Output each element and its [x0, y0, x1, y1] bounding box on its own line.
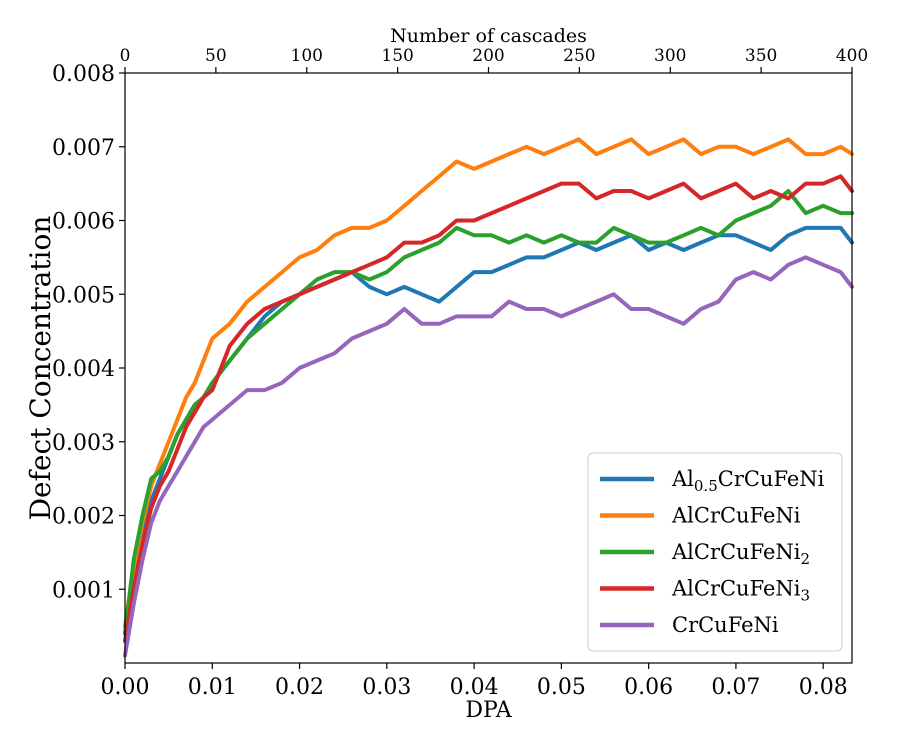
series-line-2 — [123, 189, 854, 636]
legend-box — [587, 452, 843, 652]
ticks-layer: 0.00 0.01 0.02 0.03 0.04 0.05 0.06 0.07 0.08 0.00… — [52, 46, 868, 700]
x-tick-label: 0.00 — [101, 675, 150, 700]
top-x-tick-label: 0 — [120, 46, 131, 66]
legend-label-3: AlCrCuFeNi3 — [671, 577, 810, 605]
y-tick-label: 0.008 — [52, 62, 115, 87]
top-axis-title: Number of cascades — [390, 25, 587, 47]
top-x-tick-label: 150 — [381, 46, 413, 66]
legend-label-0: Al0.5CrCuFeNi — [671, 467, 825, 495]
x-tick-label: 0.03 — [362, 675, 411, 700]
x-axis-title: DPA — [465, 698, 512, 723]
x-tick-label: 0.05 — [537, 675, 586, 700]
y-axis-title: Defect Concentration — [24, 216, 57, 521]
y-tick-label: 0.003 — [52, 431, 115, 456]
x-tick-label: 0.06 — [624, 675, 673, 700]
y-tick-label: 0.006 — [52, 210, 115, 235]
top-x-tick-label: 50 — [205, 46, 227, 66]
legend-label-2: AlCrCuFeNi2 — [671, 540, 810, 568]
series-line-3 — [123, 174, 854, 643]
x-tick-label: 0.01 — [188, 675, 237, 700]
x-tick-label: 0.07 — [711, 675, 760, 700]
top-x-tick-label: 400 — [836, 46, 868, 66]
y-tick-label: 0.001 — [52, 578, 115, 603]
legend-label-4: CrCuFeNi — [672, 613, 779, 637]
top-x-tick-label: 350 — [745, 46, 777, 66]
top-x-tick-label: 200 — [472, 46, 504, 66]
legend: Al0.5CrCuFeNi AlCrCuFeNi AlCrCuFeNi2 AlCrCu… — [587, 452, 843, 652]
y-tick-label: 0.005 — [52, 283, 115, 308]
y-tick-label: 0.002 — [52, 505, 115, 530]
top-x-tick-label: 100 — [291, 46, 323, 66]
legend-label-1: AlCrCuFeNi — [671, 504, 801, 528]
series-line-4 — [123, 255, 854, 658]
y-tick-label: 0.004 — [52, 357, 115, 382]
top-x-tick-label: 250 — [563, 46, 595, 66]
series-layer — [123, 137, 854, 658]
x-tick-label: 0.08 — [799, 675, 848, 700]
x-tick-label: 0.04 — [450, 675, 499, 700]
series-line-1 — [123, 137, 854, 629]
top-x-tick-label: 300 — [654, 46, 686, 66]
y-tick-label: 0.007 — [52, 136, 115, 161]
x-tick-label: 0.02 — [275, 675, 324, 700]
